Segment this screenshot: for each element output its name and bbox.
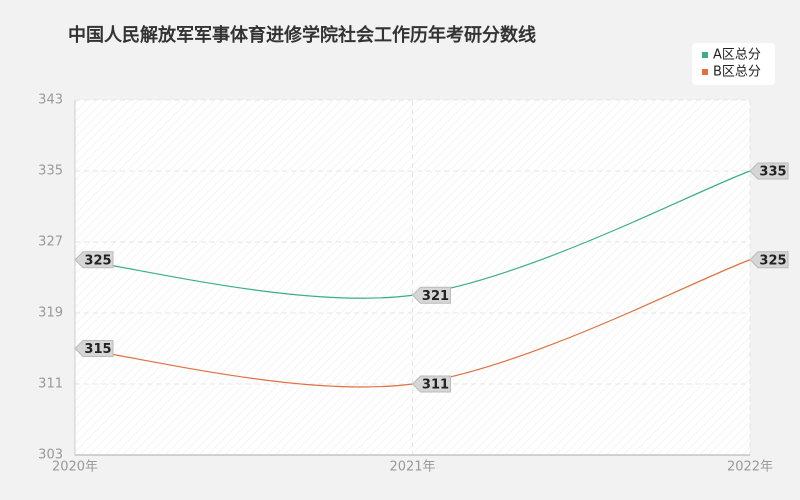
- y-tick-label: 327: [38, 235, 63, 250]
- y-tick-label: 303: [38, 448, 63, 463]
- x-tick-label: 2022年: [727, 460, 773, 475]
- data-label-tag: [749, 251, 789, 269]
- y-tick-label: 335: [38, 164, 63, 179]
- data-label: 315: [84, 342, 111, 357]
- data-label: 321: [422, 289, 449, 304]
- y-tick-label: 319: [38, 306, 63, 321]
- legend-label: A区总分: [713, 48, 761, 63]
- legend-label: B区总分: [713, 65, 761, 80]
- legend-swatch: [702, 52, 708, 58]
- data-label: 325: [84, 253, 111, 268]
- legend: [692, 43, 775, 85]
- data-label: 325: [759, 253, 786, 268]
- plot-area: [75, 100, 750, 455]
- data-label-tag: [411, 286, 451, 304]
- x-tick-label: 2021年: [389, 460, 435, 475]
- data-label-tag: [74, 251, 114, 269]
- y-tick-label: 343: [38, 93, 63, 108]
- data-label-tag: [749, 162, 789, 180]
- chart-title: 中国人民解放军军事体育进修学院社会工作历年考研分数线: [68, 24, 536, 46]
- y-tick-label: 311: [38, 377, 63, 392]
- data-label-tag: [74, 340, 114, 357]
- x-tick-label: 2020年: [52, 460, 98, 475]
- data-label: 335: [759, 165, 786, 180]
- legend-swatch: [702, 69, 708, 75]
- data-label: 311: [422, 378, 449, 393]
- data-label-tag: [411, 375, 451, 393]
